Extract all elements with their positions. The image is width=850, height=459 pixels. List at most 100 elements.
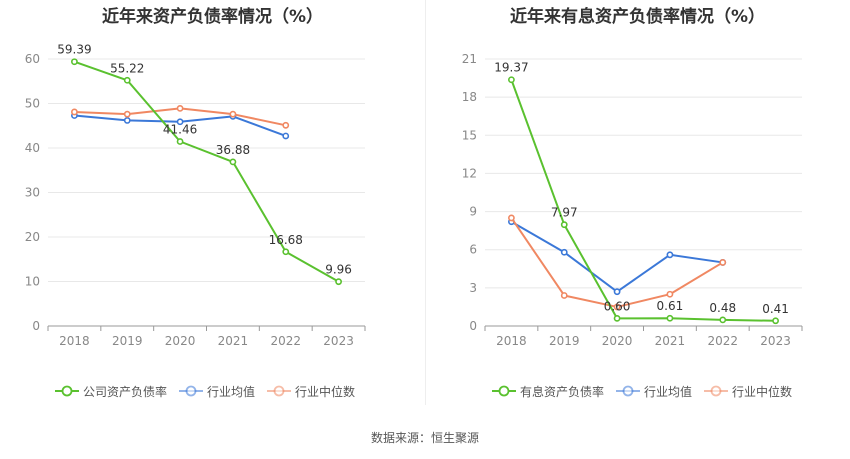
data-point xyxy=(282,248,290,256)
data-label: 0.60 xyxy=(604,299,631,313)
data-point xyxy=(719,316,727,324)
legend-line-icon xyxy=(267,385,292,397)
data-label: 19.37 xyxy=(494,61,528,75)
data-label: 59.39 xyxy=(57,43,91,57)
x-tick-label: 2018 xyxy=(496,334,527,348)
legend-marker xyxy=(273,385,285,397)
x-tick-label: 2020 xyxy=(165,334,196,348)
series-line xyxy=(510,79,776,322)
interest-bearing-debt-ratio-chart: 0 3 6 9 12 15 18 21 2018 2019 2020 2021 2022 2023 19.3… xyxy=(462,52,803,348)
data-point xyxy=(560,221,568,229)
chart-title-debt-ratio: 近年来资产负债率情况（%） xyxy=(101,7,324,27)
data-source-label: 数据来源： xyxy=(370,431,431,445)
y-tick-label: 3 xyxy=(469,281,477,295)
legend-label: 行业均值 xyxy=(207,384,256,399)
data-point xyxy=(176,138,184,145)
data-point xyxy=(508,214,515,222)
y-tick-label: 0 xyxy=(32,319,40,333)
debt-ratio-chart: 0 10 20 30 40 50 60 2018 2019 2020 2021 2022 2023 59.… xyxy=(25,43,366,348)
y-tick-label: 30 xyxy=(25,186,40,200)
x-tick-label: 2020 xyxy=(602,334,633,348)
y-tick-label: 40 xyxy=(25,141,40,155)
data-point xyxy=(229,110,237,118)
data-label: 55.22 xyxy=(110,61,144,75)
data-label: 0.61 xyxy=(657,299,684,313)
legend-line-icon xyxy=(55,385,79,397)
data-point xyxy=(71,58,78,66)
y-tick-label: 21 xyxy=(462,52,477,66)
data-point xyxy=(666,251,674,259)
y-tick-label: 20 xyxy=(25,230,40,244)
chart-title-interest-bearing-debt-ratio: 近年来有息资产负债率情况（%） xyxy=(509,7,766,27)
legend-marker xyxy=(622,385,634,397)
data-source: 数据来源：恒生聚源 xyxy=(0,429,850,446)
y-tick-label: 0 xyxy=(469,319,477,333)
data-point xyxy=(560,292,568,299)
legend-item[interactable]: 公司资产负债率 xyxy=(55,383,167,400)
data-point xyxy=(613,314,621,322)
legend-line-icon xyxy=(704,385,729,397)
panel-divider xyxy=(425,0,426,405)
data-label: 36.88 xyxy=(216,143,250,157)
legend-item[interactable]: 有息资产负债率 xyxy=(492,383,604,400)
data-label: 41.46 xyxy=(163,123,197,137)
legend-line-icon xyxy=(616,385,641,397)
data-point xyxy=(666,290,674,298)
y-tick-label: 15 xyxy=(462,128,477,142)
legend-label: 公司资产负债率 xyxy=(83,384,168,399)
y-tick-label: 9 xyxy=(469,205,477,219)
x-tick-label: 2018 xyxy=(59,334,90,348)
y-tick-label: 18 xyxy=(462,90,477,104)
y-tick-label: 50 xyxy=(25,97,40,111)
x-tick-label: 2023 xyxy=(323,334,354,348)
data-point xyxy=(508,76,515,84)
legend-line-icon xyxy=(492,385,516,397)
legend-item[interactable]: 行业均值 xyxy=(616,383,692,400)
y-tick-label: 60 xyxy=(25,52,40,66)
x-tick-label: 2022 xyxy=(707,334,738,348)
data-label: 0.48 xyxy=(709,301,736,315)
legend-item[interactable]: 行业中位数 xyxy=(704,383,792,400)
data-point xyxy=(282,121,290,129)
data-point xyxy=(71,108,78,116)
series-line xyxy=(74,60,340,283)
legend-marker xyxy=(710,385,722,397)
data-point xyxy=(176,104,184,112)
legend-item[interactable]: 行业均值 xyxy=(179,383,255,400)
legend-marker xyxy=(61,385,73,397)
data-point xyxy=(772,317,779,325)
data-point xyxy=(123,110,131,118)
y-tick-label: 6 xyxy=(469,243,477,257)
data-label: 7.97 xyxy=(551,206,578,220)
data-label: 16.68 xyxy=(269,233,303,247)
data-point xyxy=(123,117,131,124)
data-point xyxy=(229,158,237,166)
x-tick-label: 2019 xyxy=(549,334,580,348)
data-point xyxy=(666,314,674,322)
legend-marker xyxy=(185,385,197,397)
legend-item[interactable]: 行业中位数 xyxy=(267,383,355,400)
legend-label: 行业均值 xyxy=(644,384,693,399)
x-tick-label: 2021 xyxy=(218,334,249,348)
data-point xyxy=(282,132,290,140)
data-point xyxy=(613,303,621,311)
legend-interest-bearing-debt-ratio: 有息资产负债率 行业均值 行业中位数 xyxy=(492,381,804,401)
x-tick-label: 2023 xyxy=(760,334,791,348)
legend-marker xyxy=(498,385,510,397)
data-point xyxy=(719,259,727,266)
data-label: 9.96 xyxy=(325,263,352,277)
legend-label: 行业中位数 xyxy=(295,384,356,399)
legend-label: 行业中位数 xyxy=(732,384,793,399)
legend-label: 有息资产负债率 xyxy=(520,384,605,399)
data-point xyxy=(560,248,568,256)
data-point xyxy=(335,278,342,286)
data-source-value: 恒生聚源 xyxy=(431,431,480,445)
x-tick-label: 2019 xyxy=(112,334,143,348)
x-tick-label: 2022 xyxy=(270,334,301,348)
legend-debt-ratio: 公司资产负债率 行业均值 行业中位数 xyxy=(55,381,367,401)
x-tick-label: 2021 xyxy=(655,334,686,348)
data-label: 0.41 xyxy=(762,302,789,316)
y-tick-label: 10 xyxy=(25,275,40,289)
legend-line-icon xyxy=(179,385,204,397)
